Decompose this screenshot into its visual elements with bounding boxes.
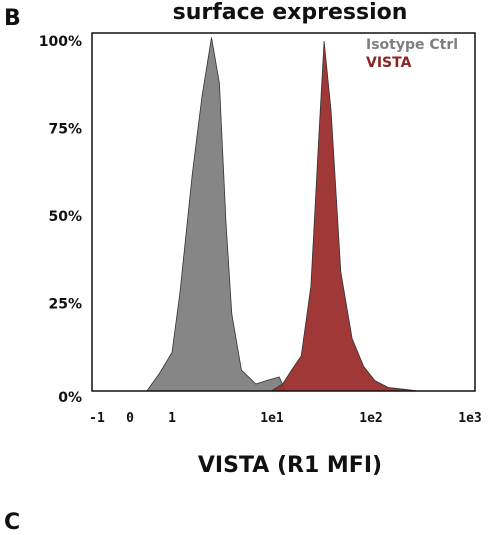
legend: Isotype Ctrl VISTA <box>366 37 458 71</box>
x-tick-label: 1 <box>168 411 176 426</box>
y-tick-label: 100% <box>39 34 82 50</box>
series-area-isotype-ctrl <box>146 37 287 392</box>
x-tick-label: 0 <box>126 411 134 426</box>
y-tick-label: 0% <box>58 390 82 406</box>
legend-entry: VISTA <box>366 55 412 71</box>
panel-label-b: B <box>4 6 21 31</box>
y-tick-labels: 100% 75% 50% 25% 0% <box>39 34 82 406</box>
y-tick-label: 75% <box>48 122 82 138</box>
plot-frame <box>91 32 476 392</box>
series-areas <box>146 37 419 392</box>
y-tick-label: 25% <box>48 297 82 313</box>
x-tick-labels: -1 0 1 1e1 1e2 1e3 <box>89 411 482 426</box>
x-tick-label: 1e3 <box>458 411 481 426</box>
x-tick-label: 1e2 <box>359 411 382 426</box>
x-tick-label: -1 <box>89 411 105 426</box>
series-area-vista <box>269 40 419 392</box>
y-tick-label: 50% <box>48 209 82 225</box>
x-tick-label: 1e1 <box>260 411 284 426</box>
legend-entry: Isotype Ctrl <box>366 37 458 53</box>
x-axis-label: VISTA (R1 MFI) <box>197 453 383 478</box>
panel-label-c: C <box>4 510 21 535</box>
chart-title: surface expression <box>172 0 408 25</box>
